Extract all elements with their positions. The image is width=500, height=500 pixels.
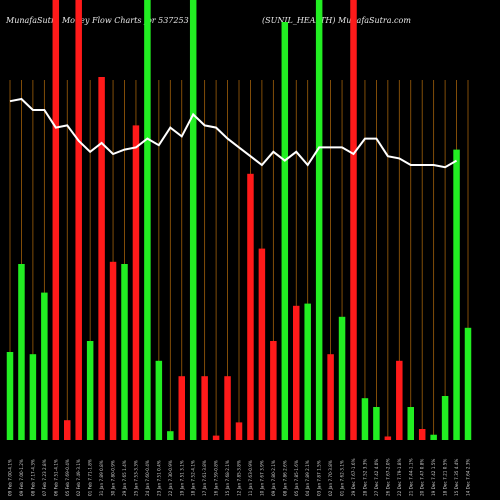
x-tick-label: 16 Jan 7.59-0.8% (214, 460, 219, 496)
x-tick-label: 02 Jan 7.70-3.8% (328, 460, 333, 496)
money-flow-bar (464, 327, 472, 440)
x-tick-label: 07 Feb 7.23 2.8% (42, 459, 47, 496)
x-tick-label: 09 Jan 7.80-2.1% (271, 460, 276, 496)
money-flow-bar (235, 422, 243, 440)
x-tick-label: 01 Feb 7.71-1.8% (88, 459, 93, 496)
money-flow-bar (52, 0, 60, 440)
money-flow-bar (327, 354, 334, 440)
money-flow-bar (109, 261, 117, 440)
money-flow-bar (384, 436, 392, 440)
x-tick-label: 22 Dec 7.79-1.8% (397, 458, 402, 496)
x-axis-ticks: 09 Feb 7.00-4.1% 09 Feb 7.00-1.2% 08 Feb 7… (8, 458, 471, 496)
x-tick-label: 30 Jan 7.80-0.9% (111, 460, 116, 496)
x-tick-label: 19 Jan 7.51 3.1% (179, 460, 184, 496)
x-tick-label: 24 Jan 7.60-0.4% (145, 460, 150, 496)
money-flow-bar (29, 354, 37, 440)
x-tick-label: 03 Jan 7.87 1.5% (317, 460, 322, 496)
money-flow-bar (258, 248, 266, 440)
money-flow-bar (407, 407, 414, 440)
x-tick-label: 26 Dec 7.67-2.0% (385, 458, 390, 496)
money-flow-bar (178, 376, 185, 440)
x-tick-label: 05 Feb 7.69-0.4% (65, 459, 70, 496)
money-flow-bar (212, 435, 220, 440)
money-flow-bar (350, 0, 357, 440)
money-flow-bars (6, 0, 472, 441)
x-tick-label: 20 Dec 7.47 0.8% (420, 459, 425, 496)
x-tick-label: 18 Dec 7.21 0.5% (443, 459, 448, 496)
money-flow-bar (64, 420, 71, 440)
money-flow-bar (98, 77, 105, 440)
money-flow-bar (293, 305, 300, 440)
x-tick-label: 10 Jan 7.67 3.9% (259, 460, 264, 496)
money-flow-bar (315, 0, 323, 440)
price-line-path (9, 97, 458, 169)
x-tick-label: 18 Jan 7.52-4.1% (191, 460, 196, 496)
x-tick-label: 19 Dec 7.42 1.5% (431, 459, 436, 496)
money-flow-bar (18, 264, 25, 440)
money-flow-bar (121, 264, 128, 440)
money-flow-bar (304, 303, 311, 440)
x-tick-label: 17 Jan 7.61-3.8% (202, 460, 207, 496)
money-flow-bar (396, 360, 403, 440)
money-flow-bar (6, 352, 14, 440)
money-flow-bar (144, 0, 151, 440)
x-tick-label: 29 Dec 7.67-1.6% (351, 458, 356, 496)
money-flow-bar (247, 173, 254, 441)
x-tick-label: 21 Dec 7.44-1.1% (408, 458, 413, 496)
money-flow-bar (132, 125, 140, 441)
price-line (9, 97, 458, 169)
money-flow-bar (361, 398, 369, 440)
chart-subtitle: (SUNIL_HEALTH) MunafaSutra.com (262, 16, 411, 25)
x-tick-label: 25 Jan 7.53-3.3% (133, 460, 138, 496)
money-flow-bar (224, 376, 231, 440)
money-flow-bar (338, 316, 346, 440)
money-flow-bar (75, 0, 82, 440)
x-tick-label: 15 Dec 7.35 4.4% (454, 459, 459, 496)
x-tick-label: 22 Jan 7.30-0.9% (168, 460, 173, 496)
x-tick-label: 05 Jan 7.85-1.6% (294, 460, 299, 496)
money-flow-bar (270, 341, 277, 440)
money-flow-bar (167, 431, 174, 440)
x-tick-label: 29 Jan 7.65 1.4% (122, 460, 127, 496)
x-tick-label: 12 Jan 7.85-3.8% (237, 460, 242, 496)
money-flow-bar (281, 22, 289, 440)
x-tick-label: 04 Jan 7.89 2.1% (305, 460, 310, 496)
money-flow-bar (155, 360, 163, 440)
money-flow-bar (453, 149, 460, 440)
x-tick-label: 11 Jan 7.63-0.9% (248, 460, 253, 496)
money-flow-bar (41, 292, 48, 440)
money-flow-bar (430, 434, 437, 440)
money-flow-bar (189, 0, 197, 440)
x-tick-label: 27 Dec 7.42 4.0% (374, 459, 379, 496)
x-tick-label: 23 Jan 7.51 0.4% (156, 460, 161, 496)
money-flow-bar (441, 396, 449, 440)
x-tick-label: 09 Feb 7.00-4.1% (8, 459, 13, 496)
x-tick-label: 01 Jan 7.62-3.1% (340, 460, 345, 496)
x-tick-label: 08 Feb 7.17-4.3% (30, 459, 35, 496)
x-tick-label: 02 Feb 7.49-3.1% (76, 459, 81, 496)
x-tick-label: 09 Feb 7.00-1.2% (19, 459, 24, 496)
x-tick-label: 06 Feb 7.51-4.1% (53, 459, 58, 496)
money-flow-bar (418, 429, 426, 440)
x-tick-label: 08 Jan 7.86 2.6% (282, 460, 287, 496)
money-flow-bar (373, 407, 380, 440)
x-tick-label: 15 Jan 7.68-2.1% (225, 460, 230, 496)
chart-title: MunafaSutra Money Flow Charts for 537253 (5, 16, 189, 25)
x-tick-label: 14 Dec 7.64 2.3% (466, 459, 471, 496)
money-flow-bar (201, 376, 208, 440)
x-tick-label: 31 Jan 7.89 0.8% (99, 460, 104, 496)
x-tick-label: 28 Dec 7.52 3.3% (362, 459, 367, 496)
money-flow-bar (86, 341, 94, 440)
